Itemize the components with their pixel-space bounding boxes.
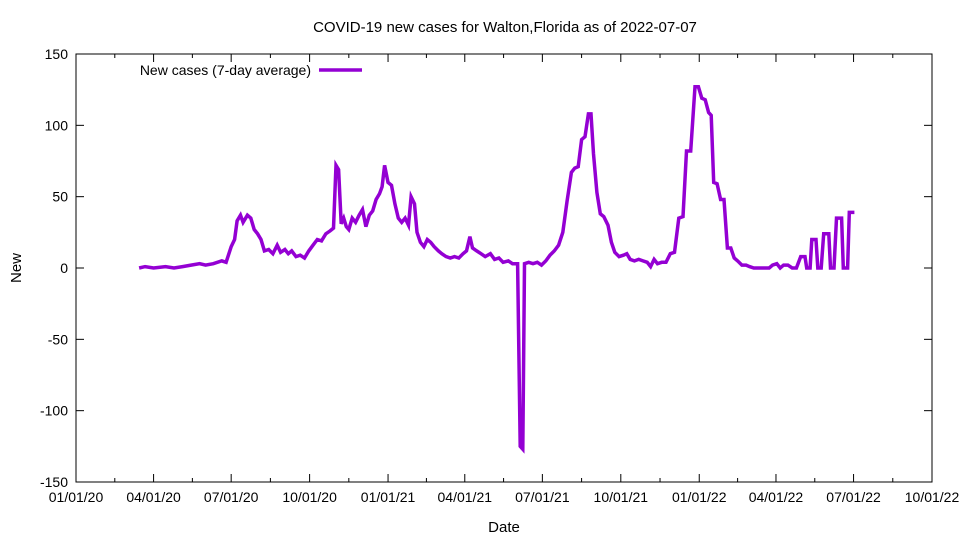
- y-tick-label: -50: [48, 331, 68, 347]
- x-tick-label: 07/01/22: [826, 489, 881, 505]
- x-tick-label: 04/01/22: [749, 489, 804, 505]
- chart-title: COVID-19 new cases for Walton,Florida as…: [313, 19, 697, 36]
- x-tick-label: 04/01/21: [438, 489, 493, 505]
- x-tick-label: 01/01/21: [361, 489, 416, 505]
- legend: New cases (7-day average): [140, 62, 362, 78]
- x-axis-label: Date: [488, 519, 520, 536]
- plot-frame: [75, 53, 933, 483]
- x-tick-label: 10/01/21: [594, 489, 649, 505]
- y-tick-label: -100: [40, 403, 68, 419]
- legend-label: New cases (7-day average): [140, 62, 311, 78]
- y-tick-label: 0: [60, 260, 68, 276]
- y-tick-label: 50: [52, 189, 68, 205]
- y-axis-label: New: [8, 253, 25, 283]
- x-tick-label: 01/01/20: [49, 489, 104, 505]
- series-layer: [138, 85, 855, 454]
- x-tick-label: 10/01/20: [282, 489, 337, 505]
- axis-ticks: [75, 53, 933, 483]
- x-tick-label: 07/01/20: [204, 489, 259, 505]
- x-tick-label: 07/01/21: [515, 489, 570, 505]
- y-tick-label: 100: [45, 117, 69, 133]
- x-tick-label: 04/01/20: [126, 489, 181, 505]
- y-tick-label: -150: [40, 474, 68, 490]
- x-tick-label: 01/01/22: [672, 489, 727, 505]
- series-line: [138, 85, 855, 454]
- y-tick-label: 150: [45, 46, 69, 62]
- x-tick-label: 10/01/22: [905, 489, 960, 505]
- axis-tick-labels: -150 -100 -50 0 50 100 150 01/01/20 04/01/20 07/0…: [40, 46, 959, 505]
